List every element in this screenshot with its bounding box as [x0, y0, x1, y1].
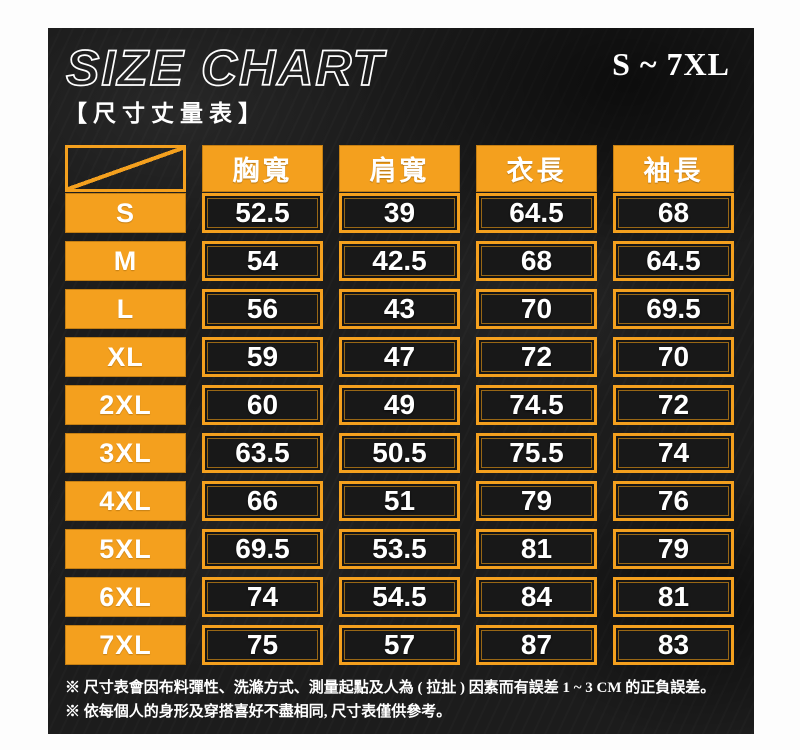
- measurement-cell: 84: [476, 577, 597, 617]
- measurement-cell: 54: [202, 241, 323, 281]
- measurement-cell: 81: [613, 577, 734, 617]
- measurement-cell: 60: [202, 385, 323, 425]
- size-table: 胸寬 肩寬 衣長 袖長 S 52.5 39 64.5 68 M 54 42.5 …: [65, 145, 734, 665]
- measurement-cell: 63.5: [202, 433, 323, 473]
- footnote-reference: ※ 依每個人的身形及穿搭喜好不盡相同, 尺寸表僅供參考。: [65, 704, 452, 720]
- size-label-cell: M: [65, 241, 186, 281]
- measurement-cell: 54.5: [339, 577, 460, 617]
- measurement-cell: 43: [339, 289, 460, 329]
- measurement-cell: 39: [339, 193, 460, 233]
- size-label-cell: 2XL: [65, 385, 186, 425]
- measurement-cell: 76: [613, 481, 734, 521]
- measurement-cell: 81: [476, 529, 597, 569]
- footnotes: ※ 尺寸表會因布料彈性、洗滌方式、測量起點及人為 ( 拉扯 ) 因素而有誤差 1…: [65, 676, 741, 724]
- measurement-cell: 72: [613, 385, 734, 425]
- measurement-cell: 66: [202, 481, 323, 521]
- measurement-cell: 75.5: [476, 433, 597, 473]
- measurement-cell: 79: [476, 481, 597, 521]
- measurement-cell: 74: [202, 577, 323, 617]
- size-label-cell: XL: [65, 337, 186, 377]
- measurement-cell: 72: [476, 337, 597, 377]
- size-label-cell: 3XL: [65, 433, 186, 473]
- measurement-cell: 64.5: [613, 241, 734, 281]
- measurement-cell: 87: [476, 625, 597, 665]
- measurement-cell: 83: [613, 625, 734, 665]
- size-label-cell: 5XL: [65, 529, 186, 569]
- column-header-garment-length: 衣長: [476, 145, 597, 192]
- measurement-cell: 47: [339, 337, 460, 377]
- measurement-cell: 52.5: [202, 193, 323, 233]
- measurement-cell: 64.5: [476, 193, 597, 233]
- measurement-cell: 49: [339, 385, 460, 425]
- size-label-cell: L: [65, 289, 186, 329]
- measurement-cell: 51: [339, 481, 460, 521]
- measurement-cell: 75: [202, 625, 323, 665]
- measurement-cell: 59: [202, 337, 323, 377]
- measurement-cell: 57: [339, 625, 460, 665]
- column-header-chest-width: 胸寬: [202, 145, 323, 192]
- measurement-cell: 53.5: [339, 529, 460, 569]
- table-corner-diagonal-cell: [65, 145, 186, 192]
- size-label-cell: S: [65, 193, 186, 233]
- page-subtitle: 【尺寸丈量表】: [64, 101, 267, 126]
- column-header-shoulder-width: 肩寬: [339, 145, 460, 192]
- measurement-cell: 70: [476, 289, 597, 329]
- page-title: SIZE CHART: [66, 40, 388, 96]
- measurement-cell: 42.5: [339, 241, 460, 281]
- measurement-cell: 69.5: [202, 529, 323, 569]
- measurement-cell: 74.5: [476, 385, 597, 425]
- poster-panel: SIZE CHART 【尺寸丈量表】 S ~ 7XL 胸寬 肩寬 衣長 袖長 S…: [48, 28, 754, 734]
- footnote-tolerance: ※ 尺寸表會因布料彈性、洗滌方式、測量起點及人為 ( 拉扯 ) 因素而有誤差 1…: [65, 680, 716, 696]
- measurement-cell: 68: [613, 193, 734, 233]
- measurement-cell: 50.5: [339, 433, 460, 473]
- size-range-label: S ~ 7XL: [612, 46, 730, 82]
- size-label-cell: 7XL: [65, 625, 186, 665]
- measurement-cell: 79: [613, 529, 734, 569]
- page-title-outline: SIZE CHART: [65, 40, 388, 96]
- column-header-sleeve-length: 袖長: [613, 145, 734, 192]
- size-label-cell: 4XL: [65, 481, 186, 521]
- measurement-cell: 56: [202, 289, 323, 329]
- measurement-cell: 74: [613, 433, 734, 473]
- measurement-cell: 69.5: [613, 289, 734, 329]
- measurement-cell: 68: [476, 241, 597, 281]
- measurement-cell: 70: [613, 337, 734, 377]
- size-label-cell: 6XL: [65, 577, 186, 617]
